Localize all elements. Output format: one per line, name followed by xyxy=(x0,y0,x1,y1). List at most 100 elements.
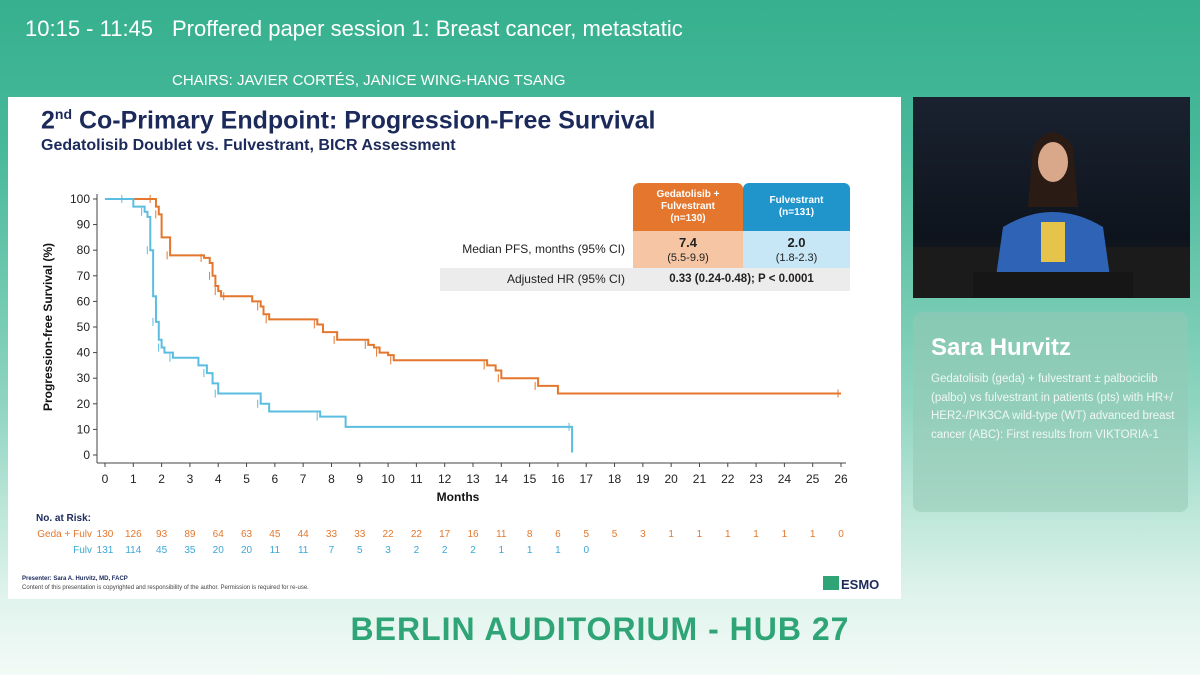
risk-count: 11 xyxy=(298,545,309,556)
x-axis-label: Months xyxy=(437,490,480,504)
risk-count: 63 xyxy=(241,529,253,540)
risk-count: 1 xyxy=(753,529,759,540)
hazard-ratio-row: Adjusted HR (95% CI) 0.33 (0.24-0.48); P… xyxy=(440,268,850,291)
x-tick-label: 21 xyxy=(693,472,707,486)
x-tick-label: 13 xyxy=(466,472,480,486)
x-tick-label: 4 xyxy=(215,472,222,486)
x-tick-label: 1 xyxy=(130,472,137,486)
y-tick-label: 80 xyxy=(77,243,91,257)
header-line: Fulvestrant xyxy=(769,195,824,206)
x-tick-label: 5 xyxy=(243,472,250,486)
risk-count: 5 xyxy=(612,529,618,540)
risk-count: 6 xyxy=(555,529,561,540)
risk-count: 131 xyxy=(97,545,114,556)
session-title: Proffered paper session 1: Breast cancer… xyxy=(172,16,683,41)
risk-count: 93 xyxy=(156,529,168,540)
risk-count: 33 xyxy=(326,529,338,540)
risk-count: 7 xyxy=(329,545,335,556)
talk-info-card: Sara Hurvitz Gedatolisib (geda) + fulves… xyxy=(913,312,1188,512)
hazard-ratio-label: Adjusted HR (95% CI) xyxy=(506,272,625,286)
risk-count: 89 xyxy=(184,529,196,540)
risk-count: 33 xyxy=(354,529,366,540)
risk-count: 5 xyxy=(357,545,363,556)
risk-count: 114 xyxy=(125,545,141,556)
x-tick-label: 26 xyxy=(834,472,848,486)
risk-row-label: Fulv xyxy=(73,545,92,556)
risk-count: 126 xyxy=(125,529,142,540)
km-curve-fulv xyxy=(105,198,574,453)
risk-count: 0 xyxy=(838,529,844,540)
copyright-notice: Content of this presentation is copyrigh… xyxy=(22,585,309,591)
header-line: (n=131) xyxy=(778,207,815,218)
speaker-video xyxy=(913,97,1190,298)
room-name: BERLIN AUDITORIUM - HUB 27 xyxy=(350,611,850,647)
risk-row-label: Geda + Fulv xyxy=(37,529,92,540)
y-tick-label: 10 xyxy=(77,422,91,436)
risk-count: 1 xyxy=(810,529,816,540)
risk-count: 8 xyxy=(527,529,533,540)
presentation-slide: 2nd Co-Primary Endpoint: Progression-Fre… xyxy=(8,97,901,599)
median-ci: (5.5-9.9) xyxy=(667,252,709,264)
y-tick-label: 20 xyxy=(77,397,91,411)
table-header-fulv: Fulvestrant (n=131) xyxy=(743,183,850,231)
risk-count: 5 xyxy=(583,529,589,540)
x-tick-label: 19 xyxy=(636,472,650,486)
risk-count: 20 xyxy=(241,545,253,556)
median-value: 2.0 xyxy=(787,235,806,250)
risk-count: 2 xyxy=(414,545,420,556)
x-tick-label: 16 xyxy=(551,472,565,486)
speaker-figure xyxy=(913,132,1190,298)
header-line: (n=130) xyxy=(670,213,706,224)
median-pfs-fulv: 2.0 (1.8-2.3) xyxy=(743,231,850,268)
session-time: 10:15 - 11:45 xyxy=(25,16,154,41)
header-line: Gedatolisib + xyxy=(656,189,720,200)
x-tick-label: 6 xyxy=(272,472,279,486)
talk-description: Gedatolisib (geda) + fulvestrant ± palbo… xyxy=(931,373,1175,441)
header-line: Fulvestrant xyxy=(661,201,715,212)
table-header-geda: Gedatolisib + Fulvestrant (n=130) xyxy=(633,183,743,231)
x-tick-label: 18 xyxy=(608,472,622,486)
median-ci: (1.8-2.3) xyxy=(775,252,818,264)
risk-count: 1 xyxy=(668,529,674,540)
risk-count: 1 xyxy=(527,545,533,556)
y-tick-label: 0 xyxy=(83,448,90,462)
slide-title: 2nd Co-Primary Endpoint: Progression-Fre… xyxy=(41,106,655,135)
y-tick-label: 60 xyxy=(77,294,91,308)
x-tick-label: 25 xyxy=(806,472,820,486)
hazard-ratio-value: 0.33 (0.24-0.48); P < 0.0001 xyxy=(669,273,814,285)
x-tick-label: 9 xyxy=(356,472,363,486)
median-value: 7.4 xyxy=(678,235,698,250)
y-tick-label: 30 xyxy=(77,371,91,385)
x-tick-label: 14 xyxy=(495,472,509,486)
risk-count: 11 xyxy=(270,545,281,556)
y-tick-label: 100 xyxy=(70,192,90,206)
esmo-logo: ESMO xyxy=(823,576,879,592)
x-tick-label: 24 xyxy=(778,472,792,486)
median-pfs-label: Median PFS, months (95% CI) xyxy=(462,242,625,256)
x-tick-label: 22 xyxy=(721,472,735,486)
risk-count: 3 xyxy=(385,545,391,556)
risk-count: 3 xyxy=(640,529,646,540)
risk-table-label: No. at Risk: xyxy=(36,513,91,524)
risk-count: 1 xyxy=(697,529,703,540)
y-tick-label: 50 xyxy=(77,320,91,334)
risk-count: 45 xyxy=(156,545,168,556)
risk-count: 1 xyxy=(555,545,561,556)
slide-subtitle: Gedatolisib Doublet vs. Fulvestrant, BIC… xyxy=(41,137,456,154)
x-tick-label: 2 xyxy=(158,472,165,486)
risk-count: 16 xyxy=(467,529,479,540)
x-tick-label: 7 xyxy=(300,472,307,486)
x-tick-label: 3 xyxy=(187,472,194,486)
x-tick-label: 20 xyxy=(664,472,678,486)
title-text: Co-Primary Endpoint: Progression-Free Su… xyxy=(72,106,656,135)
x-tick-label: 17 xyxy=(580,472,594,486)
risk-count: 22 xyxy=(411,529,423,540)
risk-count: 11 xyxy=(496,529,507,540)
x-tick-label: 12 xyxy=(438,472,452,486)
y-tick-label: 40 xyxy=(77,346,91,360)
x-tick-label: 10 xyxy=(381,472,395,486)
risk-count: 0 xyxy=(583,545,589,556)
x-tick-label: 8 xyxy=(328,472,335,486)
risk-count: 17 xyxy=(439,529,451,540)
km-curve-geda-fulv xyxy=(105,198,841,395)
